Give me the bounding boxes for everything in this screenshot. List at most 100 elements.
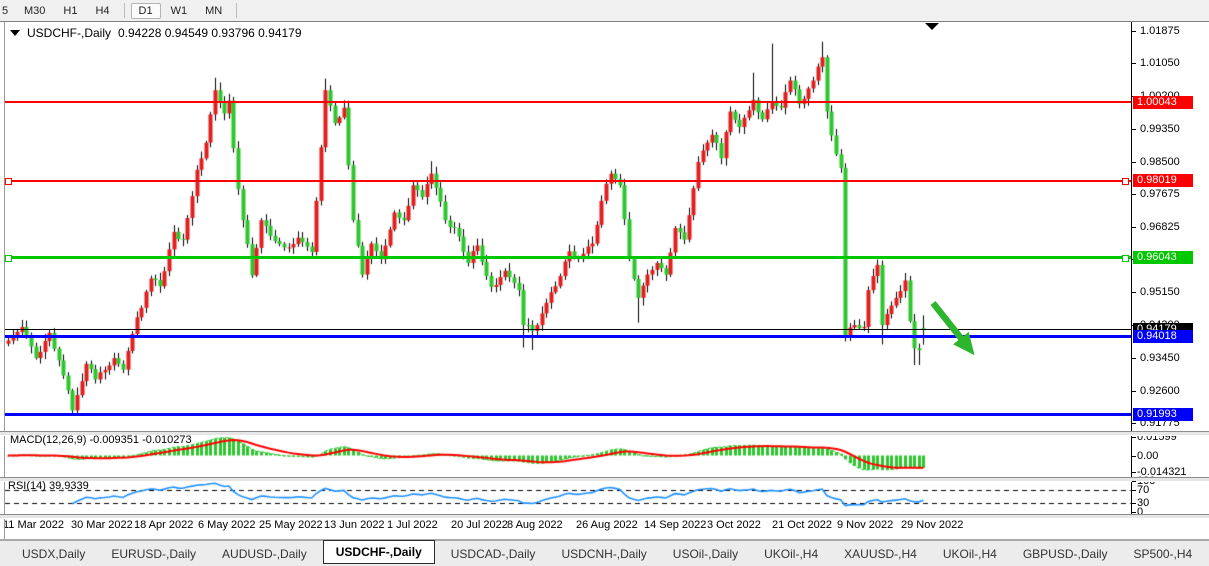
timeframe-button-5[interactable]: 5 (2, 4, 9, 17)
rsi-axis-tick (1132, 490, 1136, 491)
price-badge-0.96043: 0.96043 (1133, 251, 1193, 264)
price-axis-line (1131, 22, 1132, 514)
price-badge-0.98019: 0.98019 (1133, 174, 1193, 187)
price-tick (1132, 227, 1136, 228)
chart-symbol-title: USDCHF-,Daily (27, 26, 111, 40)
date-label: 9 Nov 2022 (837, 519, 894, 531)
hline-0.96043[interactable] (5, 256, 1131, 259)
trend-down-arrow[interactable] (920, 293, 992, 377)
hline-handle[interactable] (5, 255, 12, 262)
rsi-indicator-label: RSI(14) 39.9339 (8, 480, 89, 492)
price-tick (1132, 292, 1136, 293)
price-tick (1132, 31, 1136, 32)
date-label: 26 Aug 2022 (576, 519, 638, 531)
price-tick-label: 0.93450 (1140, 352, 1180, 364)
rsi-dateaxis-separator (0, 514, 1209, 519)
macd-rsi-separator (0, 477, 1209, 482)
hline-0.98019[interactable] (5, 180, 1131, 182)
tab-eurusd-daily[interactable]: EURUSD-,Daily (111, 546, 197, 561)
chart-title-row: USDCHF-,Daily 0.94228 0.94549 0.93796 0.… (10, 26, 302, 40)
timeframe-button-d1[interactable]: D1 (130, 2, 161, 19)
date-label: 21 Oct 2022 (772, 519, 832, 531)
timeframe-button-h4[interactable]: H4 (95, 4, 110, 17)
date-label: 29 Nov 2022 (901, 519, 964, 531)
tab-scroll-arrows: ◄► (1202, 547, 1209, 561)
date-label: 18 Apr 2022 (134, 519, 194, 531)
price-tick (1132, 63, 1136, 64)
timeframe-button-h1[interactable]: H1 (63, 4, 78, 17)
price-badge-0.94018: 0.94018 (1133, 330, 1193, 343)
price-tick-label: 1.01875 (1140, 25, 1180, 37)
timeframe-button-mn[interactable]: MN (205, 4, 223, 17)
price-badge-1.00043: 1.00043 (1133, 96, 1193, 109)
macd-indicator-label: MACD(12,26,9) -0.009351 -0.010273 (10, 434, 192, 446)
price-tick (1132, 358, 1136, 359)
price-tick (1132, 391, 1136, 392)
symbol-tab-bar: USDX,Daily EURUSD-,Daily AUDUSD-,Daily USDC… (0, 540, 1209, 566)
price-tick-label: 0.97675 (1140, 188, 1180, 200)
hline-handle[interactable] (5, 178, 12, 185)
tab-scroll-left-icon[interactable]: ◄ (1202, 547, 1209, 561)
date-label: 6 May 2022 (198, 519, 256, 531)
tab-usdcad-daily[interactable]: USDCAD-,Daily (450, 546, 536, 561)
hline-handle[interactable] (1122, 255, 1129, 262)
rsi-axis-tick (1132, 512, 1136, 513)
chart-dropdown-icon[interactable] (10, 30, 20, 36)
tab-ukoil-h4[interactable]: UKOil-,H4 (942, 546, 997, 561)
macd-axis-tick (1132, 437, 1136, 438)
chart-bottom-border (0, 539, 1209, 540)
timeframe-button-m30[interactable]: M30 (24, 4, 46, 17)
chart-left-border (4, 22, 5, 539)
tab-usdchf-daily[interactable]: USDCHF-,Daily (322, 540, 435, 564)
main-macd-separator (0, 431, 1209, 436)
hline-0.94018[interactable] (5, 335, 1131, 338)
rsi-axis-tick (1132, 503, 1136, 504)
rsi-axis-label: 70 (1137, 484, 1150, 496)
macd-axis-tick (1132, 472, 1136, 473)
chart-ohlc-values: 0.94228 0.94549 0.93796 0.94179 (118, 26, 302, 40)
rsi-axis-label: 0 (1137, 506, 1144, 518)
price-tick-label: 0.92600 (1140, 385, 1180, 397)
tab-xauusd-h4[interactable]: XAUUSD-,H4 (844, 546, 917, 561)
hline-0.94179[interactable] (5, 329, 1131, 330)
price-tick-label: 1.01050 (1140, 57, 1180, 69)
price-tick-label: 0.98500 (1140, 156, 1180, 168)
price-tick-label: 0.96825 (1140, 221, 1180, 233)
hline-0.91993[interactable] (5, 413, 1131, 416)
rsi-axis-tick (1132, 481, 1136, 482)
price-tick (1132, 194, 1136, 195)
date-label: 30 Mar 2022 (71, 519, 133, 531)
current-bar-marker-icon (925, 23, 939, 30)
toolbar-separator (236, 3, 238, 18)
price-tick (1132, 423, 1136, 424)
tab-gbpusd-daily[interactable]: GBPUSD-,Daily (1022, 546, 1108, 561)
date-label: 13 Jun 2022 (324, 519, 385, 531)
date-label: 1 Jul 2022 (387, 519, 438, 531)
date-label: 8 Aug 2022 (507, 519, 563, 531)
macd-axis-label: -0.014321 (1137, 466, 1187, 478)
date-label: 25 May 2022 (259, 519, 323, 531)
toolbar-separator (123, 3, 125, 18)
timeframe-button-w1[interactable]: W1 (170, 4, 188, 17)
tab-usdcnh-daily[interactable]: USDCNH-,Daily (561, 546, 647, 561)
tab-ukoil-h4[interactable]: UKOil-,H4 (764, 546, 819, 561)
price-tick-label: 0.99350 (1140, 123, 1180, 135)
price-tick (1132, 162, 1136, 163)
date-label: 20 Jul 2022 (451, 519, 508, 531)
hline-1.00043[interactable] (5, 101, 1131, 103)
date-label: 3 Oct 2022 (707, 519, 761, 531)
timeframe-toolbar: 5 M30 H1 H4 D1 W1 MN (0, 0, 1209, 21)
tab-audusd-daily[interactable]: AUDUSD-,Daily (222, 546, 307, 561)
macd-axis-label: 0.00 (1137, 450, 1159, 462)
date-label: 11 Mar 2022 (3, 519, 64, 531)
price-badge-0.91993: 0.91993 (1133, 408, 1193, 421)
tab-usoil-daily[interactable]: USOil-,Daily (672, 546, 739, 561)
date-label: 14 Sep 2022 (644, 519, 707, 531)
tab-sp500-h4[interactable]: SP500-,H4 (1133, 546, 1193, 561)
price-tick (1132, 129, 1136, 130)
hline-handle[interactable] (1122, 178, 1129, 185)
tab-usdx-daily[interactable]: USDX,Daily (22, 546, 86, 561)
rsi-axis-label: 30 (1137, 497, 1150, 509)
price-tick-label: 0.95150 (1140, 286, 1180, 298)
